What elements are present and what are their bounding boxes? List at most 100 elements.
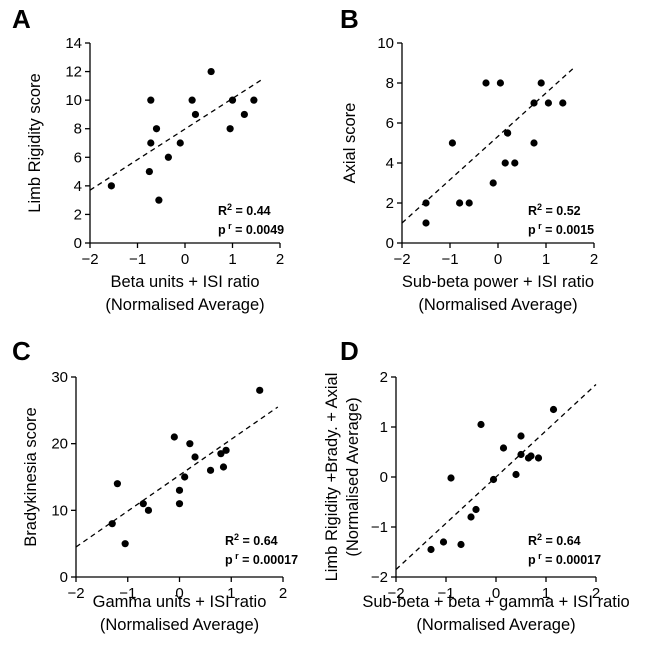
data-point: [228, 96, 237, 104]
y-tick-label: 0: [60, 569, 68, 586]
data-point: [207, 67, 215, 76]
data-point: [226, 125, 234, 133]
y-tick-label: 6: [386, 115, 394, 132]
regression-line: [401, 66, 576, 224]
data-point: [144, 506, 153, 514]
x-tick-label: −1: [441, 251, 458, 268]
data-point: [447, 474, 455, 482]
panel-letter: D: [340, 336, 359, 366]
x-tick-label: −2: [387, 585, 404, 602]
data-point: [504, 129, 512, 137]
p-value-label: p r = 0.00017: [225, 551, 298, 567]
y-axis-label: Bradykinesia score: [22, 407, 40, 546]
data-point: [191, 110, 200, 119]
y-axis-label: Limb Rigidity +Brady. + Axial: [323, 373, 341, 582]
x-tick-label: 1: [227, 585, 235, 602]
data-point: [534, 454, 543, 462]
data-point: [250, 96, 258, 104]
x-tick-label: 0: [175, 585, 183, 602]
data-point: [164, 153, 172, 161]
data-point: [240, 110, 248, 119]
x-tick-label: 0: [494, 251, 502, 268]
x-axis-sublabel: (Normalised Average): [100, 616, 259, 634]
x-axis-sublabel: (Normalised Average): [416, 616, 575, 634]
data-point: [107, 182, 115, 190]
data-point: [175, 486, 184, 494]
y-tick-label: 0: [380, 469, 388, 486]
data-point: [145, 167, 153, 176]
data-point: [108, 520, 116, 528]
data-point: [422, 199, 430, 207]
data-point: [499, 444, 508, 452]
x-axis-label: Beta units + ISI ratio: [110, 273, 259, 291]
x-tick-label: −1: [129, 251, 146, 268]
y-tick-label: 0: [74, 235, 82, 252]
r-squared-label: R2 = 0.52: [528, 202, 581, 218]
x-axis-sublabel: (Normalised Average): [105, 296, 264, 314]
y-tick-label: 30: [51, 369, 68, 386]
x-tick-label: 0: [492, 585, 500, 602]
data-point: [457, 540, 465, 549]
p-value-label: p r = 0.0049: [218, 221, 284, 237]
y-tick-label: 10: [65, 92, 82, 109]
r-squared-label: R2 = 0.44: [218, 202, 271, 218]
data-point: [456, 199, 464, 207]
x-tick-label: 1: [228, 251, 236, 268]
data-point: [113, 480, 121, 488]
panel-b: B 0 2 4 6 8 10 −2 −1 0 1 2 Sub-beta power + ISI rati…: [340, 4, 598, 314]
data-point: [147, 96, 155, 104]
data-point: [511, 159, 519, 167]
y-tick-label: 10: [51, 502, 68, 519]
y-tick-label: 14: [65, 35, 82, 52]
x-tick-label: −2: [393, 251, 410, 268]
x-tick-label: 1: [542, 251, 550, 268]
data-point: [517, 450, 525, 459]
panel-c: C 0 10 20 30 −2 −1 0 1 2 Gamma units + ISI ratio (N…: [12, 336, 298, 634]
data-point: [489, 475, 498, 484]
x-tick-label: 1: [542, 585, 550, 602]
data-point: [467, 513, 475, 521]
data-point: [489, 179, 497, 187]
data-point: [496, 79, 504, 87]
y-tick-label: 8: [386, 75, 394, 92]
data-point: [155, 196, 163, 204]
y-tick-label: 1: [380, 419, 388, 436]
data-point: [544, 99, 553, 107]
data-point: [512, 470, 520, 479]
data-point: [477, 420, 485, 429]
y-tick-label: 2: [380, 369, 388, 386]
y-tick-label: 6: [74, 149, 82, 166]
data-point: [217, 450, 225, 458]
data-point: [152, 125, 161, 133]
panel-letter: B: [340, 4, 359, 34]
x-tick-label: 0: [181, 251, 189, 268]
y-tick-label: 12: [65, 64, 82, 81]
data-point: [427, 545, 435, 554]
data-point: [256, 386, 264, 394]
data-point: [439, 538, 448, 546]
data-point: [176, 139, 184, 147]
y-axis-sublabel: (Normalised Average): [344, 397, 362, 556]
y-tick-label: 10: [377, 35, 394, 52]
data-point: [222, 446, 230, 454]
data-point: [501, 159, 509, 167]
p-value-label: p r = 0.00017: [528, 551, 601, 567]
x-axis-label: Sub-beta + beta + gamma + ISI ratio: [362, 593, 629, 611]
data-point: [559, 99, 567, 107]
data-point: [530, 99, 538, 107]
data-point: [181, 473, 189, 481]
x-tick-label: 2: [590, 251, 598, 268]
data-point: [527, 452, 535, 460]
x-axis-label: Sub-beta power + ISI ratio: [402, 273, 594, 291]
y-axis-label: Axial score: [341, 103, 359, 184]
data-point: [530, 139, 538, 147]
data-point: [465, 199, 473, 207]
data-point: [191, 453, 199, 461]
panel-letter: C: [12, 336, 31, 366]
y-tick-label: 0: [386, 235, 394, 252]
x-tick-label: −2: [67, 585, 84, 602]
y-tick-label: 20: [51, 436, 68, 453]
